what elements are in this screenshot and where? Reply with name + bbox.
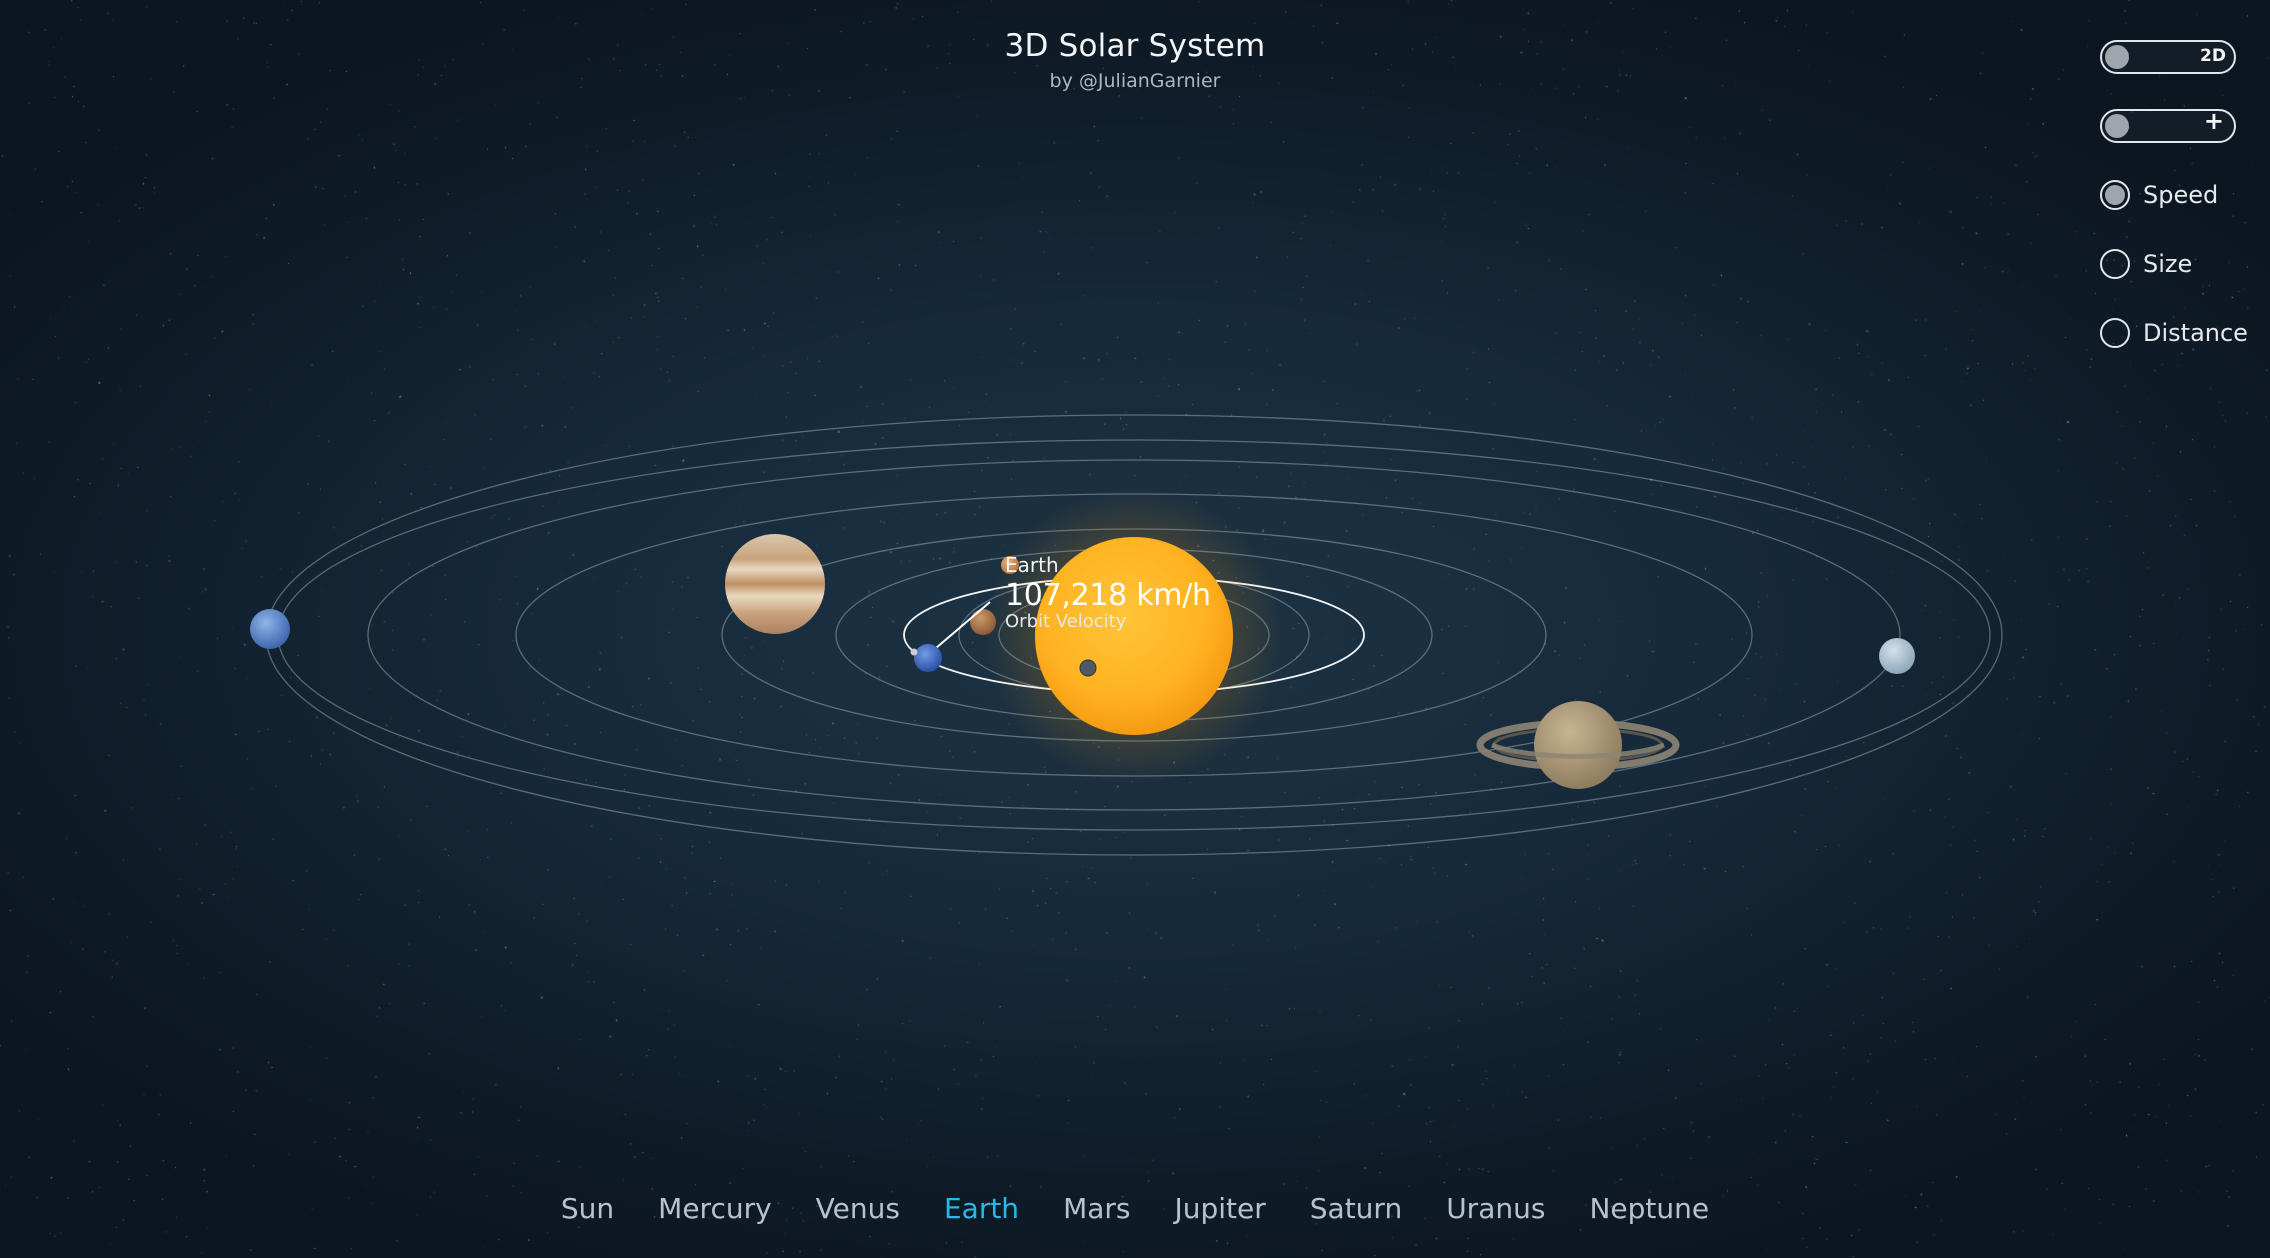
header: 3D Solar System by @JulianGarnier: [0, 28, 2270, 92]
neptune-icon[interactable]: [250, 609, 290, 649]
nav-item-saturn[interactable]: Saturn: [1309, 1192, 1403, 1225]
radio-icon: [2100, 318, 2130, 348]
nav-item-jupiter[interactable]: Jupiter: [1174, 1192, 1266, 1225]
radio-icon: [2100, 180, 2130, 210]
view-mode-label: 2D: [2200, 46, 2226, 66]
nav-item-uranus[interactable]: Uranus: [1446, 1192, 1546, 1225]
planet-info-label: Earth 107,218 km/h Orbit Velocity: [1005, 553, 1211, 632]
saturn-icon[interactable]: [1476, 701, 1680, 789]
earth-pointer-line: [935, 601, 991, 649]
plus-icon: +: [2203, 107, 2224, 135]
info-planet-name: Earth: [1005, 553, 1059, 577]
nav-item-venus[interactable]: Venus: [815, 1192, 900, 1225]
page-title: 3D Solar System: [1004, 28, 1266, 64]
view-mode-toggle[interactable]: 2D: [2100, 40, 2236, 74]
mercury-icon[interactable]: [1079, 659, 1097, 677]
planet-nav: Sun Mercury Venus Earth Mars Jupiter Sat…: [0, 1192, 2270, 1225]
zoom-toggle[interactable]: +: [2100, 107, 2236, 143]
uranus-icon[interactable]: [1879, 638, 1915, 674]
saturn-orbit: [367, 459, 1901, 811]
toggle-knob: [2105, 45, 2129, 69]
nav-item-mercury[interactable]: Mercury: [658, 1192, 772, 1225]
nav-item-sun[interactable]: Sun: [560, 1192, 615, 1225]
info-caption: Orbit Velocity: [1005, 611, 1127, 632]
nav-item-mars[interactable]: Mars: [1063, 1192, 1131, 1225]
sun-icon[interactable]: [1035, 537, 1233, 735]
scale-option-speed[interactable]: Speed: [2100, 178, 2218, 212]
nav-item-neptune[interactable]: Neptune: [1589, 1192, 1710, 1225]
radio-icon: [2100, 249, 2130, 279]
mars-icon[interactable]: [970, 609, 996, 635]
info-velocity-value: 107,218 km/h: [1005, 578, 1211, 613]
scale-option-size[interactable]: Size: [2100, 247, 2192, 281]
scale-option-label: Speed: [2143, 181, 2219, 209]
scale-option-distance[interactable]: Distance: [2100, 316, 2248, 350]
scale-option-label: Distance: [2143, 319, 2248, 347]
jupiter-icon[interactable]: [725, 534, 825, 634]
venus-icon[interactable]: [1001, 556, 1019, 574]
scale-option-label: Size: [2143, 250, 2193, 278]
moon-icon: [910, 648, 918, 656]
page-subtitle: by @JulianGarnier: [1049, 70, 1221, 92]
earth-icon[interactable]: [914, 644, 942, 672]
nav-item-earth[interactable]: Earth: [943, 1192, 1020, 1225]
toggle-knob: [2105, 114, 2129, 138]
